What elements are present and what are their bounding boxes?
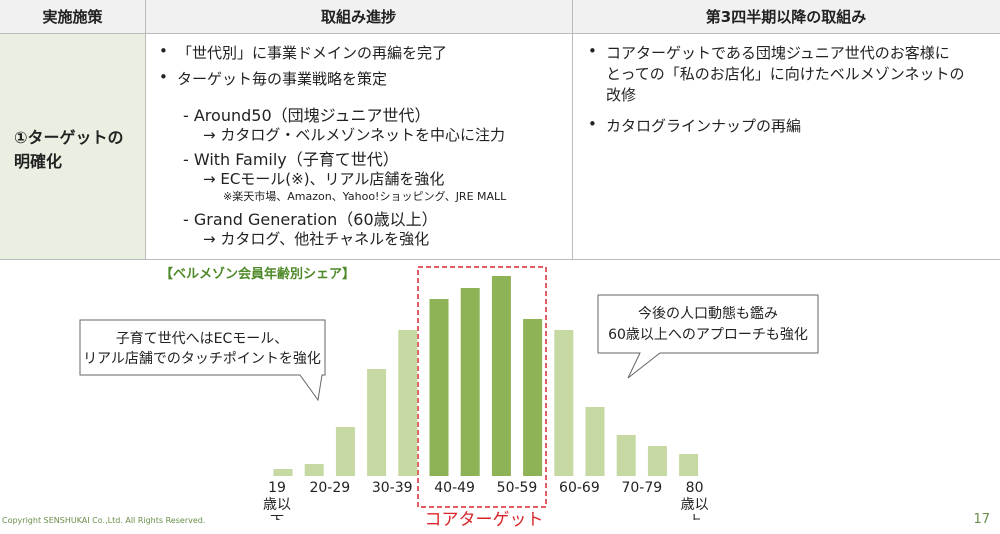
header-cell: 第3四半期以降の取組み bbox=[572, 0, 1000, 34]
bar bbox=[554, 330, 574, 476]
next-cell: • コアターゲットである団塊ジュニア世代のお客様に とっての「私のお店化」に向けたベ… bbox=[572, 34, 1000, 260]
bar bbox=[460, 288, 480, 476]
x-tick-label: 20-29 bbox=[309, 480, 351, 496]
divider bbox=[145, 0, 146, 260]
next-text: コアターゲットである団塊ジュニア世代のお客様に bbox=[606, 44, 950, 62]
bullet-text: ターゲット毎の事業戦略を策定 bbox=[177, 70, 388, 88]
bar bbox=[523, 319, 543, 476]
callout-box bbox=[597, 294, 819, 379]
measure-cell: ①ターゲットの明確化 bbox=[0, 34, 145, 260]
chart-title: 【ベルメゾン会員年齢別シェア】 bbox=[160, 266, 355, 282]
bar bbox=[304, 464, 324, 476]
x-tick-label-box: 60-69 bbox=[559, 480, 600, 496]
segment-detail: → ECモール(※)、リアル店舗を強化 bbox=[203, 170, 445, 188]
header-cell: 取組み進捗 bbox=[145, 0, 572, 34]
x-tick-label: 80歳以上 bbox=[680, 480, 709, 520]
copyright: Copyright SENSHUKAI Co.,Ltd. All Rights … bbox=[2, 516, 205, 525]
page-number: 17 bbox=[973, 512, 990, 527]
bullet: • bbox=[588, 115, 597, 133]
progress-cell: • 「世代別」に事業ドメインの再編を完了 • ターゲット毎の事業戦略を策定 - Arou… bbox=[145, 34, 572, 260]
header-cell: 実施施策 bbox=[0, 0, 145, 34]
segment-detail: → カタログ、他社チャネルを強化 bbox=[203, 230, 430, 248]
divider bbox=[572, 0, 573, 260]
x-tick-label: 40-49 bbox=[434, 480, 475, 496]
callout-text: 60歳以上へのアプローチも強化 bbox=[608, 327, 808, 343]
x-tick-label: 60-69 bbox=[559, 480, 600, 496]
bar bbox=[585, 407, 605, 476]
bar bbox=[335, 427, 355, 476]
highlight-label: コアターゲット bbox=[425, 510, 544, 530]
next-text: とっての「私のお店化」に向けたベルメゾンネットの bbox=[606, 65, 965, 83]
x-tick-label-box: 40-49 bbox=[434, 480, 475, 496]
segment-name: - Grand Generation（60歳以上） bbox=[183, 210, 438, 229]
callout-text: リアル店舗でのタッチポイントを強化 bbox=[83, 351, 321, 367]
callout-text: 今後の人口動態も鑑み bbox=[638, 305, 778, 322]
x-tick-label-box: 20-29 bbox=[309, 480, 351, 496]
x-tick-label: 19歳以下 bbox=[263, 480, 291, 520]
bar bbox=[273, 469, 293, 476]
next-text: カタログラインナップの再編 bbox=[606, 117, 802, 135]
bar bbox=[398, 330, 418, 476]
segment-name: - With Family（子育て世代） bbox=[183, 150, 399, 169]
x-tick-label: 30-39 bbox=[371, 480, 413, 496]
x-tick-label-box: 19歳以下 bbox=[263, 480, 291, 520]
bullet: • bbox=[159, 42, 168, 60]
bar bbox=[367, 369, 387, 476]
bullet: • bbox=[159, 68, 168, 86]
callout-text: 子育て世代へはECモール、 bbox=[116, 331, 289, 347]
segment-detail: → カタログ・ベルメゾンネットを中心に注力 bbox=[203, 126, 506, 144]
callout-box bbox=[79, 319, 326, 402]
bar bbox=[429, 299, 449, 476]
x-tick-label-box: 50-59 bbox=[496, 480, 538, 496]
segment-note: ※楽天市場、Amazon、Yahoo!ショッピング、JRE MALL bbox=[223, 190, 507, 203]
highlight-box bbox=[417, 266, 547, 508]
x-tick-label-box: 70-79 bbox=[621, 480, 663, 496]
bar bbox=[647, 446, 667, 476]
x-tick-label-box: 80歳以上 bbox=[680, 480, 709, 520]
bar bbox=[616, 435, 636, 476]
bar bbox=[491, 276, 511, 476]
next-text: 改修 bbox=[606, 86, 637, 104]
x-tick-label: 50-59 bbox=[496, 480, 538, 496]
segment-name: - Around50（団塊ジュニア世代） bbox=[183, 106, 431, 125]
bullet: • bbox=[588, 42, 597, 60]
x-tick-label: 70-79 bbox=[621, 480, 663, 496]
bullet-text: 「世代別」に事業ドメインの再編を完了 bbox=[177, 44, 448, 62]
bar bbox=[679, 454, 699, 476]
x-tick-label-box: 30-39 bbox=[371, 480, 413, 496]
